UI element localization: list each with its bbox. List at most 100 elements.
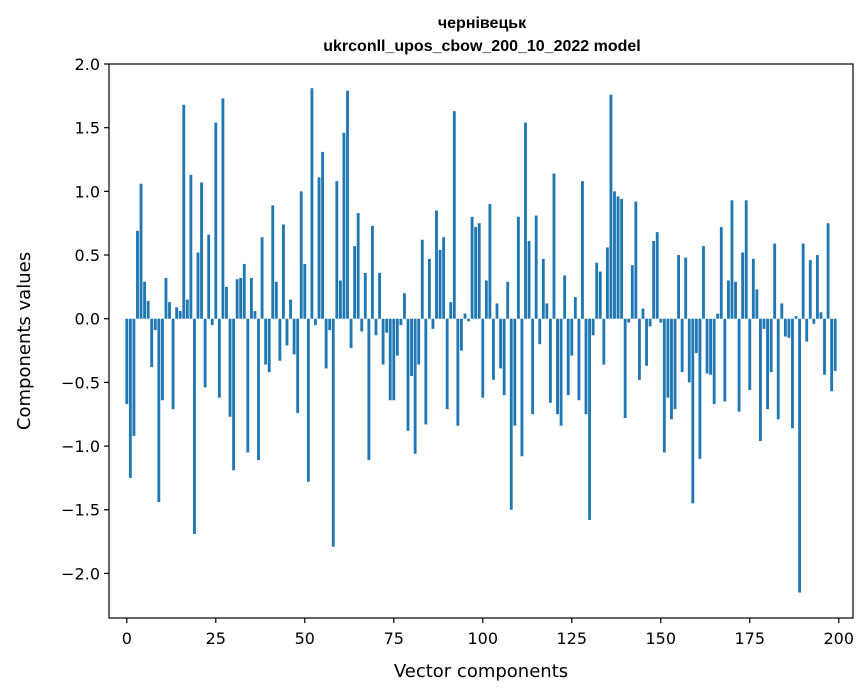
bar-107 [506, 281, 510, 319]
bar-38 [260, 237, 264, 319]
bar-181 [769, 318, 773, 373]
bar-141 [627, 318, 631, 323]
bar-140 [623, 318, 627, 419]
bar-127 [577, 318, 581, 401]
bar-153 [670, 318, 673, 420]
bar-110 [516, 216, 520, 319]
bar-144 [637, 318, 641, 380]
bar-77 [399, 318, 403, 326]
bar-5 [143, 281, 147, 319]
bar-7 [150, 318, 154, 368]
bar-45 [285, 318, 289, 346]
bar-108 [509, 318, 513, 510]
bar-148 [652, 241, 656, 319]
bars-group [125, 88, 837, 593]
bar-193 [812, 318, 816, 324]
bar-99 [477, 223, 481, 319]
bar-91 [449, 302, 453, 319]
y-tick-label: −0.5 [61, 373, 100, 392]
bar-149 [655, 232, 659, 319]
bar-6 [146, 300, 150, 319]
bar-75 [392, 318, 396, 401]
bar-136 [609, 94, 613, 319]
bar-74 [388, 318, 392, 401]
y-tick-label: 2.0 [75, 55, 100, 74]
bar-115 [534, 215, 538, 319]
bar-101 [484, 280, 488, 319]
bar-162 [702, 246, 705, 319]
y-tick-label: −1.5 [61, 501, 100, 520]
bar-105 [499, 318, 503, 369]
bar-106 [502, 318, 506, 396]
bar-142 [630, 265, 634, 319]
y-tick-label: −2.0 [61, 564, 100, 583]
bar-1 [128, 318, 132, 478]
bar-165 [712, 318, 716, 405]
bar-72 [381, 318, 385, 365]
y-tick-label: 0.0 [75, 310, 100, 329]
bar-160 [694, 318, 698, 354]
bar-138 [616, 196, 620, 319]
bar-190 [801, 243, 805, 319]
bar-175 [748, 318, 752, 391]
bar-3 [136, 230, 139, 319]
bar-52 [310, 88, 314, 319]
bar-33 [242, 263, 246, 319]
bar-135 [605, 247, 609, 319]
bar-164 [709, 318, 713, 375]
bar-58 [331, 318, 335, 547]
bar-120 [552, 173, 556, 319]
bar-167 [719, 227, 723, 319]
bar-8 [153, 318, 157, 331]
bar-96 [467, 318, 470, 322]
bar-196 [823, 318, 826, 375]
bar-10 [160, 318, 164, 401]
bar-117 [541, 258, 545, 319]
bar-177 [755, 289, 759, 319]
bar-87 [435, 210, 438, 319]
bar-125 [570, 318, 574, 356]
bar-54 [317, 177, 321, 319]
bar-150 [659, 318, 663, 323]
bar-63 [349, 318, 353, 348]
bar-30 [232, 318, 236, 471]
bar-188 [794, 316, 798, 319]
bar-189 [798, 318, 802, 593]
bar-14 [175, 307, 179, 319]
bar-152 [666, 318, 670, 398]
bar-186 [787, 318, 791, 338]
bar-62 [346, 90, 349, 319]
bar-59 [335, 181, 339, 319]
bar-194 [815, 255, 819, 319]
bar-20 [196, 252, 200, 319]
bar-121 [556, 318, 559, 415]
bar-42 [274, 281, 278, 319]
bar-49 [299, 191, 303, 319]
bar-178 [759, 318, 762, 441]
bar-67 [363, 272, 367, 319]
bar-114 [531, 318, 535, 415]
bar-113 [527, 241, 531, 319]
y-tick-label: −1.0 [61, 437, 100, 456]
bar-69 [371, 225, 374, 319]
bar-154 [673, 318, 677, 410]
bar-9 [157, 318, 161, 503]
bar-170 [730, 200, 734, 319]
bar-187 [791, 318, 794, 429]
bar-61 [342, 132, 346, 319]
x-tick-label: 150 [645, 629, 676, 648]
bar-119 [548, 318, 552, 403]
x-tick-label: 100 [468, 629, 499, 648]
bar-50 [303, 263, 307, 319]
bar-66 [360, 318, 364, 332]
bar-27 [221, 98, 225, 319]
bar-133 [598, 271, 602, 319]
bar-17 [185, 299, 189, 319]
bar-84 [424, 318, 428, 425]
bar-48 [296, 318, 300, 413]
bar-126 [573, 297, 577, 319]
x-axis-label: Vector components [394, 661, 568, 682]
y-tick-label: 1.5 [75, 119, 100, 138]
bar-4 [139, 183, 143, 319]
